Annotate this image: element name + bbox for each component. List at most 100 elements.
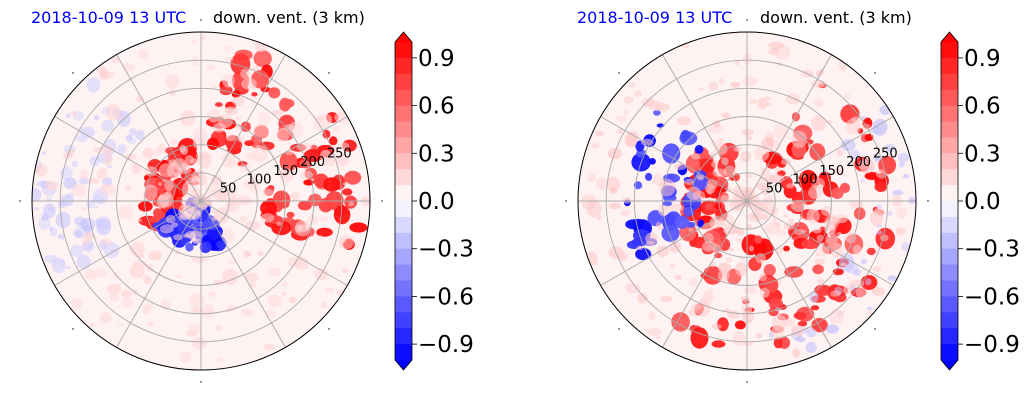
- colorbar-segment: [395, 296, 412, 313]
- angular-gridline: [746, 200, 894, 286]
- radial-tick-label: 250: [873, 147, 898, 162]
- colorbar-segment: [395, 248, 412, 266]
- field-cell: [845, 118, 862, 135]
- field-cell: [338, 235, 355, 250]
- field-cell: [217, 357, 225, 363]
- field-cell: [812, 227, 822, 234]
- field-cell: [281, 291, 286, 296]
- field-cell: [808, 185, 823, 200]
- colorbar-segment: [941, 105, 958, 122]
- field-cell: [221, 152, 236, 168]
- field-layer: [32, 32, 370, 370]
- field-cell: [33, 207, 40, 211]
- field-cell: [887, 275, 898, 282]
- field-cell: [825, 232, 839, 246]
- field-cell: [617, 252, 629, 261]
- field-cell: [784, 318, 795, 328]
- field-cell: [745, 174, 753, 178]
- radial-tick-label: 150: [273, 164, 298, 179]
- angular-gridline: [116, 54, 202, 202]
- field-cell: [100, 184, 116, 196]
- field-cell: [699, 158, 711, 165]
- field-cell: [142, 147, 154, 159]
- field-cell: [735, 262, 748, 277]
- field-cell: [645, 241, 656, 247]
- field-cell: [57, 200, 67, 209]
- field-cell: [86, 77, 101, 93]
- field-cell: [717, 138, 725, 145]
- field-cell: [719, 213, 735, 231]
- field-cell: [727, 310, 740, 319]
- field-cell: [711, 160, 719, 168]
- angular-gridline: [200, 200, 286, 348]
- field-cell: [41, 151, 47, 155]
- field-cell: [240, 68, 251, 80]
- field-cell: [222, 74, 235, 88]
- colorbar-segment: [395, 328, 412, 345]
- field-cell: [188, 323, 203, 334]
- field-cell: [71, 184, 87, 198]
- field-cell: [625, 219, 643, 230]
- field-cell: [689, 277, 699, 287]
- colorbar-segment: [941, 216, 958, 234]
- field-cell: [620, 210, 631, 216]
- field-cell: [654, 102, 670, 112]
- colorbar-segment: [395, 280, 412, 297]
- field-cell: [691, 174, 709, 191]
- field-cell: [718, 78, 724, 85]
- field-cell: [871, 125, 883, 135]
- field-cell: [84, 231, 92, 240]
- field-cell: [103, 153, 113, 166]
- field-cell: [797, 321, 808, 327]
- field-cell: [303, 179, 314, 186]
- field-cell: [707, 123, 724, 133]
- field-cell: [896, 207, 908, 219]
- field-cell: [622, 197, 632, 204]
- field-cell: [117, 144, 127, 155]
- field-cell: [811, 305, 820, 311]
- colorbar-tick-label: 0.3: [418, 141, 455, 167]
- field-cell: [635, 248, 652, 261]
- field-cell: [871, 286, 885, 296]
- field-cell: [158, 163, 175, 178]
- field-cell: [698, 87, 704, 91]
- field-cell: [585, 251, 598, 266]
- field-cell: [257, 251, 264, 256]
- colorbar-tick-label: 0.9: [418, 46, 455, 72]
- field-cell: [316, 235, 324, 241]
- field-cell: [225, 57, 234, 61]
- field-cell: [805, 341, 817, 353]
- field-cell: [207, 137, 219, 150]
- field-cell: [71, 297, 83, 310]
- field-cell: [892, 189, 904, 196]
- field-cell: [207, 108, 221, 123]
- field-cell: [349, 222, 368, 233]
- field-cell: [240, 121, 251, 132]
- field-cell: [637, 292, 648, 304]
- colorbar-segment: [395, 137, 412, 154]
- field-cell: [656, 336, 661, 341]
- field-cell: [752, 208, 764, 221]
- colorbar-tick-label: 0.9: [964, 46, 1001, 72]
- field-cell: [702, 240, 716, 252]
- field-cell: [754, 235, 763, 244]
- plot-border: [577, 31, 917, 371]
- field-cell: [131, 163, 142, 175]
- field-cell: [668, 203, 684, 212]
- field-cell: [294, 256, 310, 271]
- field-cell: [127, 137, 137, 144]
- colorbar-segment: [395, 121, 412, 138]
- field-cell: [688, 228, 693, 232]
- field-cell: [325, 156, 336, 167]
- field-cell: [736, 238, 742, 243]
- colorbar-extend-max: [941, 32, 958, 42]
- field-cell: [760, 167, 770, 176]
- field-cell: [773, 221, 780, 227]
- colorbar-segment: [395, 105, 412, 122]
- colorbar-segment: [941, 248, 958, 266]
- field-cell: [213, 85, 218, 90]
- field-cell: [244, 251, 252, 257]
- polar-grid: [565, 19, 929, 383]
- colorbar-segment: [395, 264, 412, 281]
- field-cell: [880, 234, 889, 242]
